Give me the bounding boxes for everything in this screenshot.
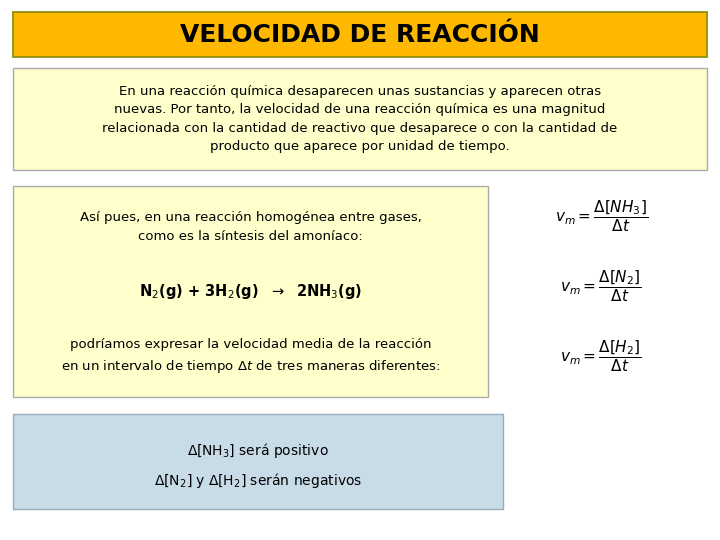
Text: podríamos expresar la velocidad media de la reacción
en un intervalo de tiempo $: podríamos expresar la velocidad media de… xyxy=(60,338,441,375)
Text: $v_m = \dfrac{\Delta[H_2]}{\Delta t}$: $v_m = \dfrac{\Delta[H_2]}{\Delta t}$ xyxy=(560,339,642,374)
Text: $v_m = \dfrac{\Delta[NH_3]}{\Delta t}$: $v_m = \dfrac{\Delta[NH_3]}{\Delta t}$ xyxy=(554,198,648,234)
Text: N$_2$(g) + 3H$_2$(g)  $\rightarrow$  2NH$_3$(g): N$_2$(g) + 3H$_2$(g) $\rightarrow$ 2NH$_… xyxy=(139,282,362,301)
Text: $v_m = \dfrac{\Delta[N_2]}{\Delta t}$: $v_m = \dfrac{\Delta[N_2]}{\Delta t}$ xyxy=(560,268,642,304)
FancyBboxPatch shape xyxy=(13,68,707,170)
Text: En una reacción química desaparecen unas sustancias y aparecen otras
nuevas. Por: En una reacción química desaparecen unas… xyxy=(102,85,618,153)
FancyBboxPatch shape xyxy=(13,12,707,57)
Text: $\Delta$[N$_2$] y $\Delta$[H$_2$] serán negativos: $\Delta$[N$_2$] y $\Delta$[H$_2$] serán … xyxy=(153,471,362,490)
Text: $\Delta$[NH$_3$] será positivo: $\Delta$[NH$_3$] será positivo xyxy=(187,441,328,460)
FancyBboxPatch shape xyxy=(13,414,503,509)
FancyBboxPatch shape xyxy=(13,186,488,397)
Text: VELOCIDAD DE REACCIÓN: VELOCIDAD DE REACCIÓN xyxy=(180,23,540,46)
Text: Así pues, en una reacción homogénea entre gases,
como es la síntesis del amoníac: Así pues, en una reacción homogénea entr… xyxy=(80,211,421,242)
